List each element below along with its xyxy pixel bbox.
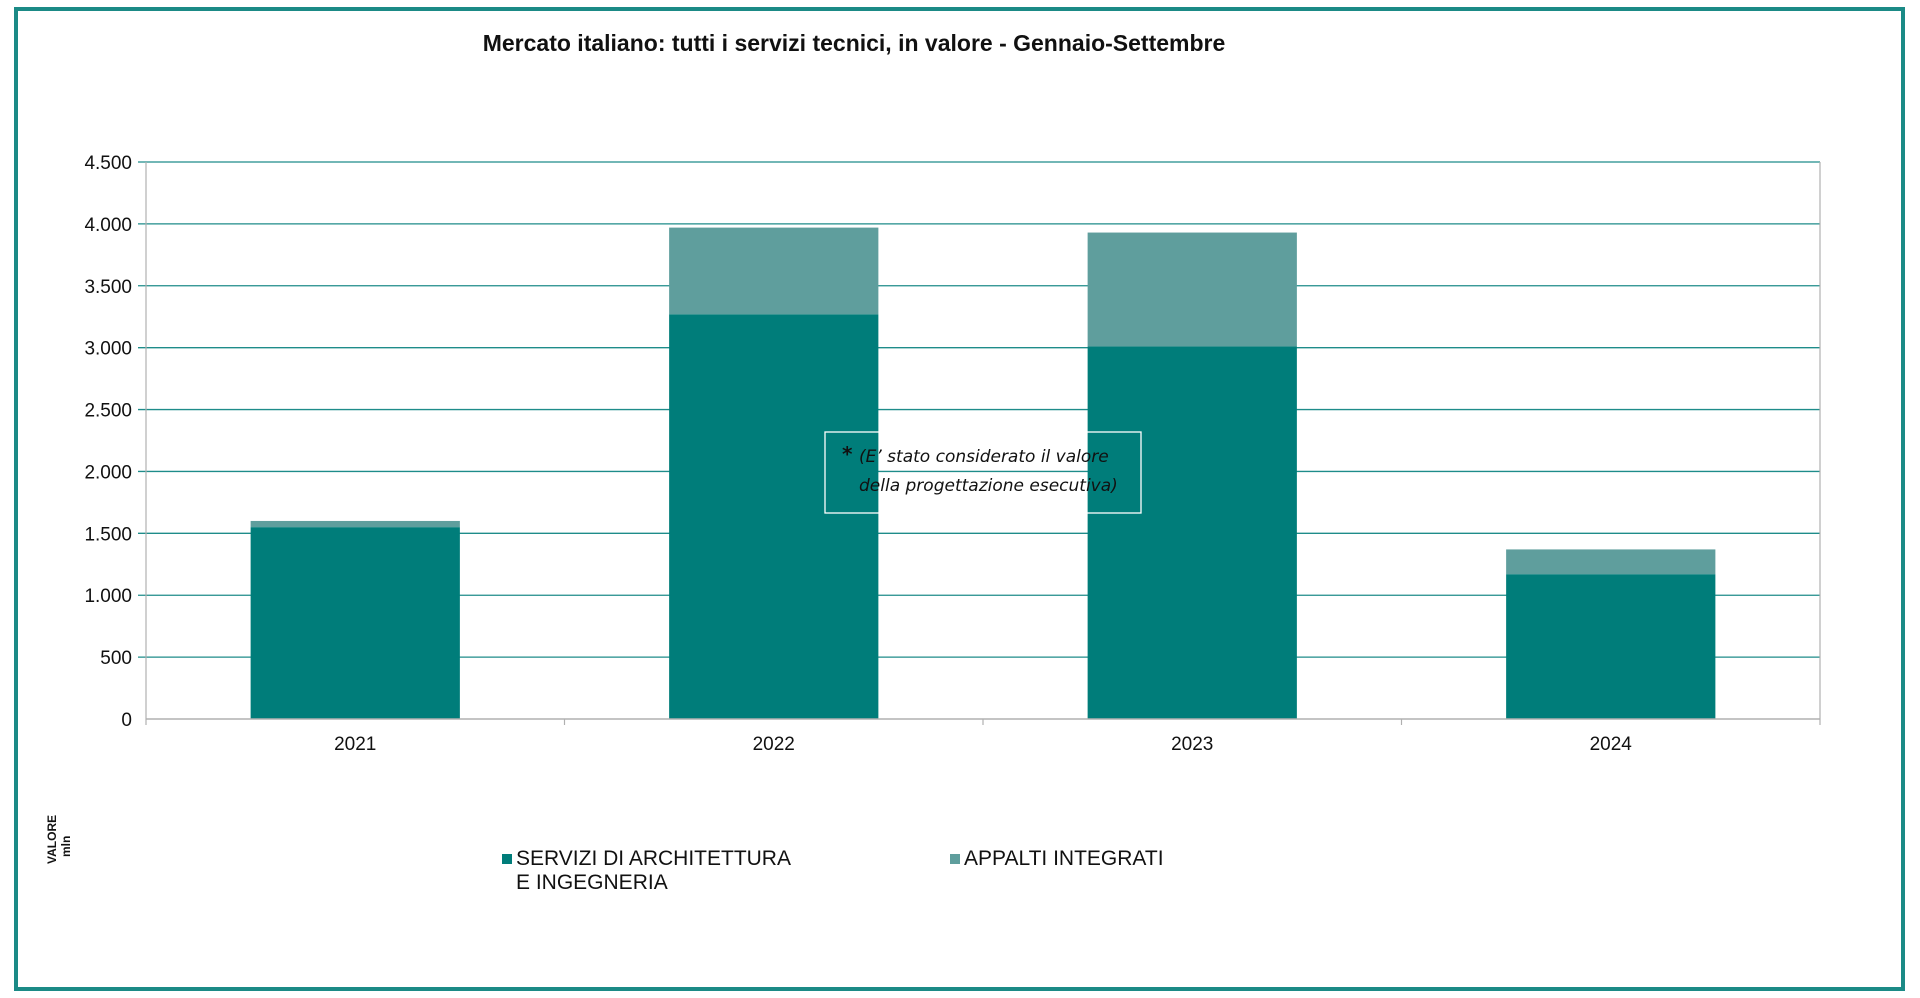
y-tick-label: 1.000 [84,586,132,607]
annotation-line: della progettazione esecutiva) [859,476,1118,496]
y-tick-label: 1.500 [84,524,132,545]
bar-segment [1087,232,1297,347]
y-axis-ticks: 0 500 1.000 1.500 2.000 2.500 3.000 3.500 4.000 4… [84,153,132,731]
y-tick-label: 2.000 [84,462,132,483]
y-tick-label: 4.000 [84,215,132,236]
y-axis-title: VALORE mln [45,815,73,864]
y-tick-label: 3.000 [84,339,132,360]
annotation-line: (E’ stato considerato il valore [859,447,1109,467]
x-axis: 2021 2022 2023 2024 [145,718,1821,755]
y-tick-label: 4.500 [84,153,132,174]
bar-segment [669,227,879,315]
y-tick-label: 3.500 [84,277,132,298]
y-tick-label: 0 [121,710,132,731]
chart-title: Mercato italiano: tutti i servizi tecnic… [483,30,1226,56]
x-tick-label: 2021 [334,734,376,755]
bar-segment [250,527,460,719]
bar-segment [250,520,460,528]
chart-annotation: * (E’ stato considerato il valore della pr… [824,431,1142,514]
bar-segment [669,314,879,719]
legend-label: SERVIZI DI ARCHITETTURA [516,847,791,870]
legend-swatch [502,854,512,864]
annotation-box [824,431,1142,514]
bars [250,227,1716,719]
legend-label: APPALTI INTEGRATI [964,847,1164,870]
y-axis-unit-label: mln [59,836,73,857]
y-axis-title-label: VALORE [45,815,59,864]
x-tick-label: 2024 [1590,734,1633,755]
legend-label: E INGEGNERIA [516,871,668,894]
bar-segment [1506,574,1716,719]
x-tick-label: 2023 [1171,734,1213,755]
annotation-marker: * [842,442,853,466]
y-tick-label: 500 [100,648,132,669]
chart-canvas: Mercato italiano: tutti i servizi tecnic… [45,30,1821,894]
bar-segment [1506,549,1716,575]
x-tick-label: 2022 [753,734,795,755]
legend-swatch [950,854,960,864]
y-tick-label: 2.500 [84,401,132,422]
bar-segment [1087,346,1297,719]
chart-frame: Mercato italiano: tutti i servizi tecnic… [14,7,1905,991]
